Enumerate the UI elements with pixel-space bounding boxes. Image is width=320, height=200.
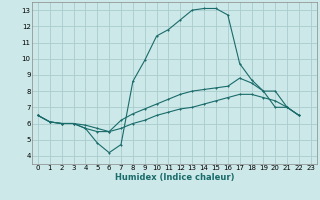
X-axis label: Humidex (Indice chaleur): Humidex (Indice chaleur) — [115, 173, 234, 182]
